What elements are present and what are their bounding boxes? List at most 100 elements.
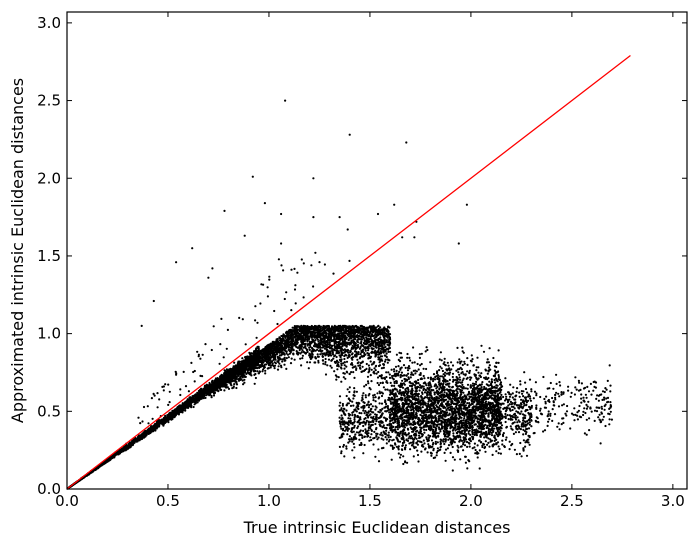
data-point (345, 360, 349, 363)
data-point (365, 336, 368, 339)
data-point (314, 339, 317, 342)
data-point (485, 400, 488, 403)
data-point (402, 364, 406, 367)
data-point (490, 434, 494, 437)
data-point (426, 348, 429, 352)
data-point (480, 372, 483, 375)
data-point (487, 366, 490, 369)
data-point (173, 415, 176, 418)
data-point (481, 381, 484, 384)
data-point (345, 365, 348, 368)
data-point (397, 365, 400, 368)
data-point (195, 398, 198, 401)
data-point (343, 364, 346, 367)
data-point (468, 402, 471, 405)
data-point (456, 361, 459, 364)
data-point (461, 346, 464, 349)
data-point (153, 427, 156, 430)
data-point (415, 412, 418, 415)
data-point (251, 352, 254, 355)
data-point (384, 358, 387, 361)
data-point (406, 461, 409, 464)
data-point (256, 345, 259, 348)
data-point (420, 352, 423, 355)
data-point (150, 430, 153, 433)
data-point (244, 356, 247, 359)
data-point (396, 390, 399, 393)
data-point (456, 346, 459, 349)
data-point (424, 350, 427, 353)
data-point (308, 361, 312, 364)
data-point (460, 439, 464, 442)
data-point (158, 424, 161, 427)
data-point (191, 399, 194, 402)
data-point (248, 351, 251, 354)
data-point (118, 449, 121, 452)
data-point (242, 383, 245, 386)
data-point (196, 401, 199, 404)
data-point (199, 389, 202, 392)
data-point (361, 365, 364, 368)
data-point (192, 394, 195, 398)
data-point (204, 396, 207, 399)
data-point (124, 446, 127, 449)
data-point (111, 456, 114, 459)
data-point (471, 358, 474, 361)
data-point (458, 358, 461, 361)
data-point (94, 467, 97, 470)
data-point (192, 397, 195, 401)
data-point (170, 415, 173, 418)
data-point (330, 366, 333, 369)
data-point (148, 428, 151, 431)
data-point (488, 364, 491, 367)
data-point (194, 400, 197, 403)
data-point (426, 411, 429, 414)
data-point (167, 414, 170, 417)
data-point (293, 358, 296, 361)
data-point (140, 437, 143, 440)
data-point (308, 348, 311, 351)
data-point (333, 344, 336, 347)
data-point (201, 394, 204, 397)
data-point (425, 367, 428, 371)
data-point (479, 375, 482, 379)
data-point (385, 371, 388, 374)
data-point (140, 434, 143, 437)
data-point (189, 403, 192, 406)
data-point (197, 399, 200, 402)
data-point (196, 393, 199, 396)
data-point (214, 377, 217, 380)
data-point (344, 377, 347, 380)
data-point (497, 370, 500, 373)
data-point (131, 439, 134, 442)
data-point (483, 376, 486, 379)
data-point (462, 391, 465, 394)
data-point (418, 353, 421, 356)
data-point (327, 358, 331, 361)
data-point (395, 445, 398, 448)
data-point (205, 385, 208, 388)
data-point (181, 409, 184, 412)
data-point (243, 375, 246, 378)
data-point (264, 372, 267, 375)
data-point (225, 368, 228, 371)
data-point (127, 445, 130, 448)
data-point (433, 393, 436, 396)
data-point (187, 405, 190, 408)
data-point (184, 402, 187, 405)
data-point (483, 436, 486, 439)
data-point (377, 383, 381, 387)
data-point (369, 360, 372, 363)
data-point (285, 357, 288, 360)
data-point (382, 386, 385, 389)
data-point (484, 368, 487, 371)
data-point (229, 367, 232, 370)
data-point (158, 422, 161, 425)
data-point (224, 371, 227, 374)
data-point (129, 442, 132, 445)
data-point (214, 379, 217, 382)
data-point (422, 374, 425, 378)
data-point (149, 426, 152, 429)
data-point (161, 422, 165, 425)
data-point (200, 391, 203, 394)
